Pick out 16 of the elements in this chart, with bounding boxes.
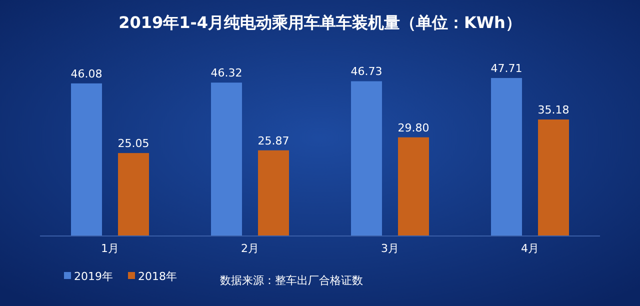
data-label: 29.80 [398, 121, 430, 134]
legend-label: 2018年 [138, 270, 177, 283]
data-label: 46.32 [210, 66, 242, 80]
data-label: 25.05 [118, 137, 150, 150]
data-label: 35.18 [538, 103, 570, 116]
source-note: 数据来源：整车出厂合格证数 [220, 274, 363, 287]
data-label: 46.08 [70, 67, 102, 80]
data-label: 25.87 [258, 134, 290, 148]
x-tick-label: 3月 [381, 242, 399, 255]
x-tick-label: 1月 [101, 242, 119, 255]
data-label: 46.73 [350, 65, 382, 78]
x-tick-label: 2月 [241, 242, 259, 255]
data-label: 47.71 [490, 62, 522, 75]
legend-label: 2019年 [74, 270, 113, 283]
x-tick-label: 4月 [521, 242, 539, 255]
chart-title: 2019年1-4月纯电动乘用车单车装机量（单位：KWh） [118, 13, 522, 32]
